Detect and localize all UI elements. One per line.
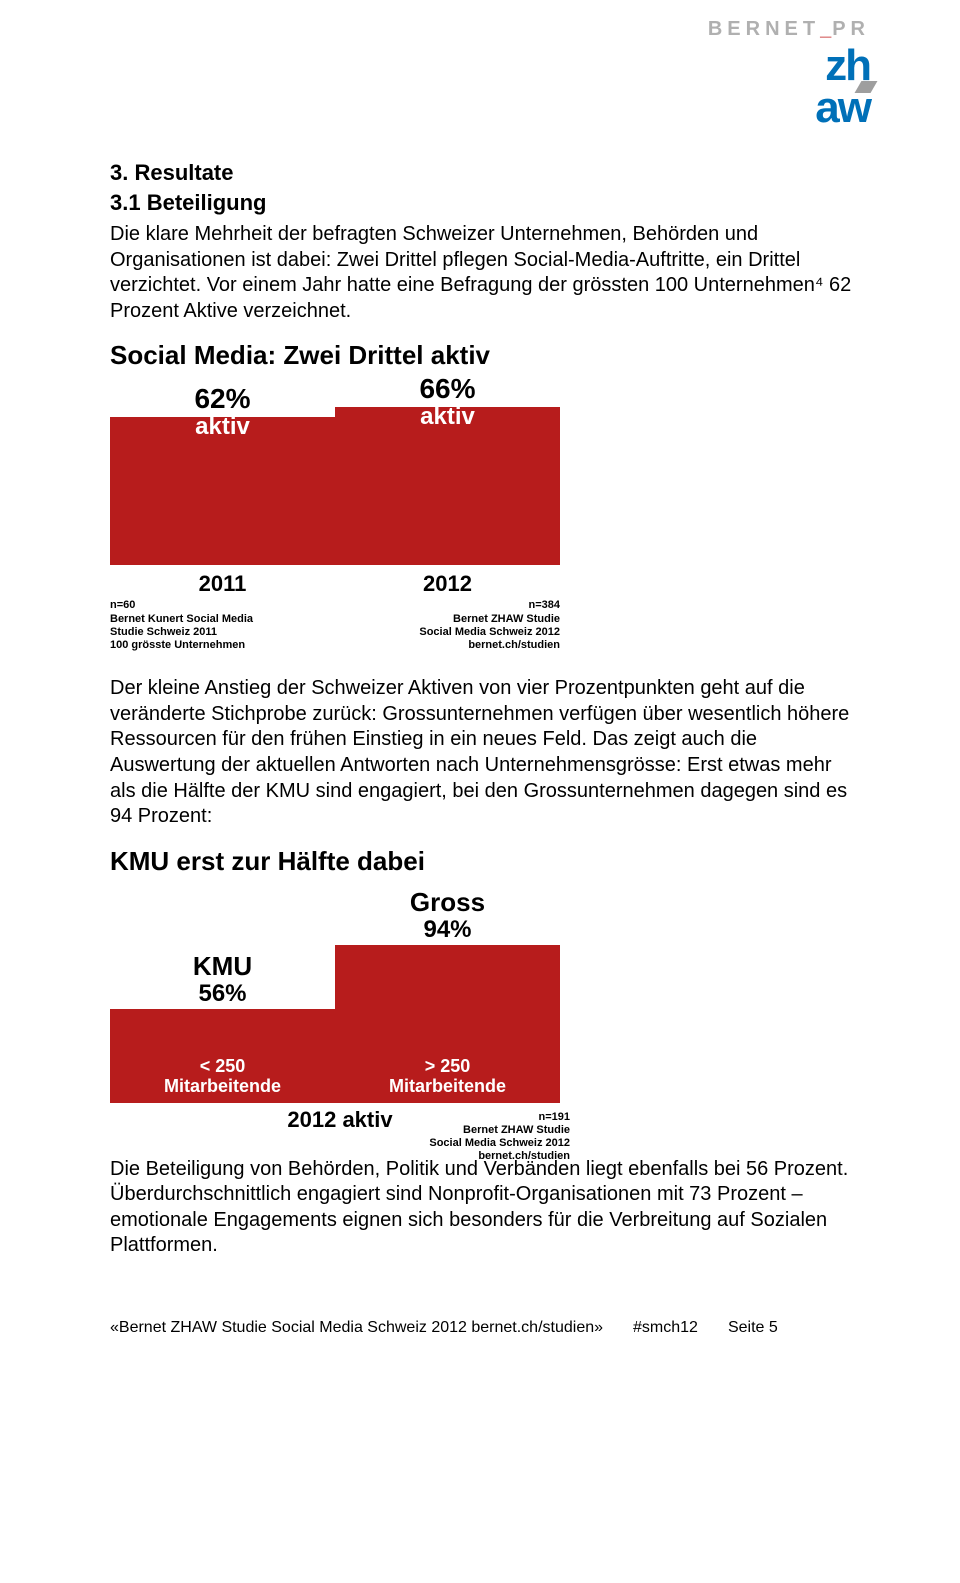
para-1: Die klare Mehrheit der befragten Schweiz…: [110, 222, 860, 324]
chart-1: Social Media: Zwei Drittel aktiv 62%akti…: [110, 340, 860, 652]
footer-mid: #smch12: [633, 1319, 698, 1337]
content: 3. Resultate 3.1 Beteiligung Die klare M…: [110, 160, 860, 1259]
bar-pct-label: 62%: [110, 383, 335, 413]
bar: Gross94%> 250 Mitarbeitende: [335, 945, 560, 1103]
chart-2-area: KMU56%< 250 MitarbeitendeGross94%> 250 M…: [110, 883, 570, 1103]
section-title: 3. Resultate: [110, 160, 860, 186]
bar-word-label: aktiv: [335, 403, 560, 431]
chart-2-column: Gross94%> 250 Mitarbeitende: [335, 945, 560, 1103]
chart-2-title: KMU erst zur Hälfte dabei: [110, 846, 860, 877]
chart-1-source-right: n=384 Bernet ZHAW Studie Social Media Sc…: [335, 599, 560, 652]
pr-text: PR: [832, 18, 870, 40]
footer-right: Seite 5: [728, 1319, 778, 1337]
chart-1-footer: n=60 Bernet Kunert Social Media Studie S…: [110, 599, 560, 652]
bar-year-label: 2012: [423, 571, 472, 597]
para-3: Die Beteiligung von Behörden, Politik un…: [110, 1157, 860, 1259]
zhaw-bot: aw: [780, 87, 870, 129]
chart-2-column: KMU56%< 250 Mitarbeitende: [110, 1009, 335, 1103]
bernet-text: BERNET: [708, 18, 820, 40]
bar-inside-label: < 250 Mitarbeitende: [110, 1057, 335, 1097]
header-logos: BERNET_PR zh aw: [708, 18, 870, 129]
bar-year-label: 2011: [199, 571, 247, 597]
underscore-icon: _: [820, 18, 832, 40]
bar: KMU56%< 250 Mitarbeitende: [110, 1009, 335, 1103]
chart-1-title: Social Media: Zwei Drittel aktiv: [110, 340, 860, 371]
bar-inside-label: > 250 Mitarbeitende: [335, 1057, 560, 1097]
footer-left: «Bernet ZHAW Studie Social Media Schweiz…: [110, 1319, 603, 1337]
para-2: Der kleine Anstieg der Schweizer Aktiven…: [110, 676, 860, 830]
chart-1-source-left: n=60 Bernet Kunert Social Media Studie S…: [110, 599, 335, 652]
chart-1-column: 66%aktiv 2012: [335, 407, 560, 597]
page-footer: «Bernet ZHAW Studie Social Media Schweiz…: [110, 1319, 860, 1337]
chart-2-source: n=191 Bernet ZHAW Studie Social Media Sc…: [429, 1111, 570, 1164]
bar-pct-label: 66%: [335, 373, 560, 403]
bar-top-label: KMU56%: [110, 951, 335, 1008]
chart-1-column: 62%aktiv 2011: [110, 417, 335, 597]
chart-1-area: 62%aktiv 2011 66%aktiv 2012: [110, 377, 860, 597]
zhaw-top: zh: [780, 45, 870, 87]
page: BERNET_PR zh aw 3. Resultate 3.1 Beteili…: [0, 0, 960, 1367]
chart-2-footer: 2012 aktiv n=191 Bernet ZHAW Studie Soci…: [110, 1107, 570, 1133]
subsection-title: 3.1 Beteiligung: [110, 190, 860, 216]
zhaw-logo: zh aw: [780, 45, 870, 129]
chart-2: KMU erst zur Hälfte dabei KMU56%< 250 Mi…: [110, 846, 860, 1133]
bar: 66%aktiv: [335, 407, 560, 565]
bar: 62%aktiv: [110, 417, 335, 565]
bar-word-label: aktiv: [110, 413, 335, 441]
bernet-pr-logo: BERNET_PR: [708, 18, 870, 41]
bar-top-label: Gross94%: [335, 887, 560, 944]
